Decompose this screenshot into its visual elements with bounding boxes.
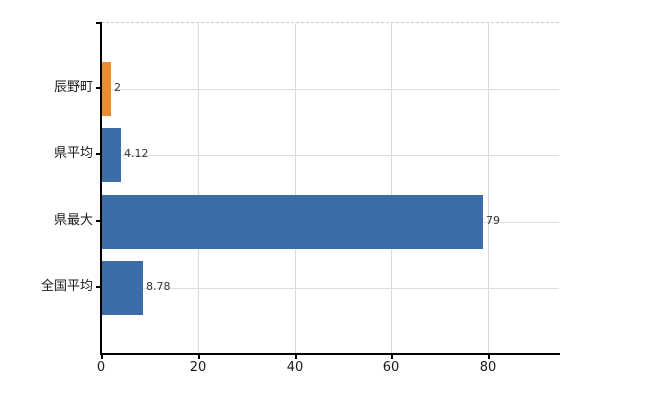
vertical-gridline: [197, 23, 199, 353]
horizontal-gridline: [101, 155, 559, 156]
y-axis-top-tick: [96, 22, 101, 24]
x-axis-tick: [488, 355, 490, 359]
x-axis-tick: [295, 355, 297, 359]
vertical-gridline: [391, 23, 393, 353]
value-label: 2: [114, 81, 121, 94]
y-axis-tick: [96, 220, 101, 222]
vertical-gridline: [294, 23, 296, 353]
category-label-県最大: 県最大: [53, 213, 93, 228]
x-axis-tick: [101, 355, 103, 359]
value-label: 79: [486, 214, 500, 227]
y-axis-tick: [96, 286, 101, 288]
value-label: 4.12: [124, 147, 149, 160]
x-axis-tick: [391, 355, 393, 359]
bar-県最大[interactable]: [101, 195, 483, 249]
bar-県平均[interactable]: [101, 128, 121, 182]
category-label-全国平均: 全国平均: [40, 279, 93, 294]
horizontal-gridline: [101, 89, 559, 90]
plot-area: [101, 22, 559, 353]
vertical-gridline: [488, 23, 489, 353]
x-axis-tick-label: 60: [382, 360, 400, 375]
category-label-辰野町: 辰野町: [53, 80, 93, 95]
x-axis-line: [100, 353, 560, 355]
bar-辰野町[interactable]: [101, 62, 111, 116]
x-axis-tick-label: 80: [479, 360, 497, 375]
y-axis-line: [100, 22, 102, 355]
x-axis-tick-label: 40: [286, 360, 304, 375]
bar-全国平均[interactable]: [101, 261, 143, 315]
horizontal-gridline: [101, 288, 559, 289]
value-label: 8.78: [146, 280, 171, 293]
x-axis-tick: [198, 355, 200, 359]
x-axis-tick-label: 20: [189, 360, 207, 375]
y-axis-tick: [96, 87, 101, 89]
x-axis-tick-label: 0: [96, 360, 106, 375]
y-axis-tick: [96, 153, 101, 155]
category-label-県平均: 県平均: [53, 146, 93, 161]
